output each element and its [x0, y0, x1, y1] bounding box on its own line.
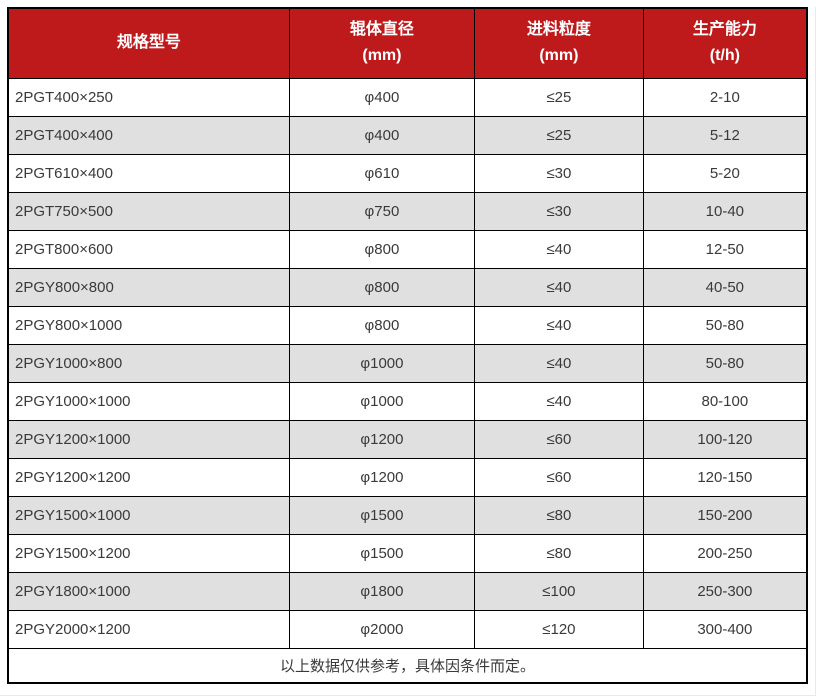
header-unit: (mm)	[362, 47, 402, 65]
header-unit: (t/h)	[709, 47, 740, 65]
feed-size-cell: ≤30	[474, 153, 644, 193]
roller-diameter-cell: φ1200	[288, 457, 476, 497]
model-cell: 2PGY800×1000	[7, 305, 290, 345]
roller-diameter-cell: φ1000	[288, 381, 476, 421]
feed-size-cell: ≤25	[474, 115, 644, 155]
table-row: 2PGY1200×1200 φ1200 ≤60 120-150	[7, 457, 808, 497]
model-cell: 2PGY1200×1200	[7, 457, 290, 497]
feed-size-cell: ≤120	[474, 609, 644, 649]
model-cell: 2PGT750×500	[7, 191, 290, 231]
table-row: 2PGY1800×1000 φ1800 ≤100 250-300	[7, 571, 808, 611]
capacity-cell: 300-400	[642, 609, 808, 649]
roller-diameter-cell: φ400	[288, 77, 476, 117]
capacity-cell: 150-200	[642, 495, 808, 535]
model-cell: 2PGY1800×1000	[7, 571, 290, 611]
spec-table: 规格型号 辊体直径 (mm) 进料粒度 (mm) 生产能力 (t/h) 2PGT…	[7, 7, 808, 684]
table-row: 2PGT750×500 φ750 ≤30 10-40	[7, 191, 808, 231]
roller-diameter-cell: φ800	[288, 267, 476, 307]
feed-size-cell: ≤30	[474, 191, 644, 231]
model-cell: 2PGT800×600	[7, 229, 290, 269]
capacity-cell: 250-300	[642, 571, 808, 611]
capacity-cell: 50-80	[642, 343, 808, 383]
capacity-cell: 40-50	[642, 267, 808, 307]
model-cell: 2PGY1500×1200	[7, 533, 290, 573]
model-cell: 2PGY1200×1000	[7, 419, 290, 459]
footnote-cell: 以上数据仅供参考，具体因条件而定。	[7, 647, 808, 684]
capacity-cell: 100-120	[642, 419, 808, 459]
roller-diameter-cell: φ1200	[288, 419, 476, 459]
table-row: 2PGT400×400 φ400 ≤25 5-12	[7, 115, 808, 155]
capacity-cell: 2-10	[642, 77, 808, 117]
model-cell: 2PGY1000×800	[7, 343, 290, 383]
capacity-cell: 5-20	[642, 153, 808, 193]
roller-diameter-cell: φ1000	[288, 343, 476, 383]
roller-diameter-cell: φ1500	[288, 533, 476, 573]
table-row: 2PGY1500×1000 φ1500 ≤80 150-200	[7, 495, 808, 535]
roller-diameter-cell: φ400	[288, 115, 476, 155]
header-label: 规格型号	[116, 34, 181, 52]
capacity-cell: 50-80	[642, 305, 808, 345]
roller-diameter-cell: φ750	[288, 191, 476, 231]
model-cell: 2PGT610×400	[7, 153, 290, 193]
model-cell: 2PGY2000×1200	[7, 609, 290, 649]
table-row: 2PGT400×250 φ400 ≤25 2-10	[7, 77, 808, 117]
roller-diameter-cell: φ800	[288, 305, 476, 345]
header-label: 进料粒度	[526, 20, 591, 38]
header-label: 辊体直径	[349, 20, 414, 38]
feed-size-cell: ≤60	[474, 419, 644, 459]
feed-size-cell: ≤60	[474, 457, 644, 497]
roller-diameter-cell: φ2000	[288, 609, 476, 649]
feed-size-cell: ≤25	[474, 77, 644, 117]
roller-diameter-cell: φ610	[288, 153, 476, 193]
table-row: 2PGT800×600 φ800 ≤40 12-50	[7, 229, 808, 269]
roller-diameter-cell: φ1800	[288, 571, 476, 611]
capacity-cell: 5-12	[642, 115, 808, 155]
table-row: 2PGY1500×1200 φ1500 ≤80 200-250	[7, 533, 808, 573]
feed-size-cell: ≤40	[474, 229, 644, 269]
table-body: 2PGT400×250 φ400 ≤25 2-10 2PGT400×400 φ400 ≤25…	[7, 77, 808, 649]
model-cell: 2PGY1000×1000	[7, 381, 290, 421]
table-row: 2PGY1000×1000 φ1000 ≤40 80-100	[7, 381, 808, 421]
page: 规格型号 辊体直径 (mm) 进料粒度 (mm) 生产能力 (t/h) 2PGT…	[0, 7, 816, 696]
table-row: 2PGY1200×1000 φ1200 ≤60 100-120	[7, 419, 808, 459]
header-unit: (mm)	[539, 47, 579, 65]
table-header-row: 规格型号 辊体直径 (mm) 进料粒度 (mm) 生产能力 (t/h)	[7, 7, 808, 79]
feed-size-cell: ≤80	[474, 495, 644, 535]
table-row: 2PGY2000×1200 φ2000 ≤120 300-400	[7, 609, 808, 649]
feed-size-cell: ≤80	[474, 533, 644, 573]
model-cell: 2PGT400×400	[7, 115, 290, 155]
header-cell-roller-diameter: 辊体直径 (mm)	[288, 7, 476, 79]
model-cell: 2PGY1500×1000	[7, 495, 290, 535]
table-row: 2PGY800×800 φ800 ≤40 40-50	[7, 267, 808, 307]
header-cell-feed-size: 进料粒度 (mm)	[474, 7, 644, 79]
model-cell: 2PGY800×800	[7, 267, 290, 307]
table-row: 2PGY1000×800 φ1000 ≤40 50-80	[7, 343, 808, 383]
feed-size-cell: ≤40	[474, 305, 644, 345]
roller-diameter-cell: φ1500	[288, 495, 476, 535]
model-cell: 2PGT400×250	[7, 77, 290, 117]
header-cell-model: 规格型号	[7, 7, 290, 79]
table-row: 2PGY800×1000 φ800 ≤40 50-80	[7, 305, 808, 345]
capacity-cell: 10-40	[642, 191, 808, 231]
table-row: 2PGT610×400 φ610 ≤30 5-20	[7, 153, 808, 193]
capacity-cell: 120-150	[642, 457, 808, 497]
roller-diameter-cell: φ800	[288, 229, 476, 269]
header-cell-capacity: 生产能力 (t/h)	[642, 7, 808, 79]
feed-size-cell: ≤40	[474, 381, 644, 421]
feed-size-cell: ≤100	[474, 571, 644, 611]
feed-size-cell: ≤40	[474, 267, 644, 307]
capacity-cell: 200-250	[642, 533, 808, 573]
feed-size-cell: ≤40	[474, 343, 644, 383]
header-label: 生产能力	[692, 20, 757, 38]
capacity-cell: 80-100	[642, 381, 808, 421]
capacity-cell: 12-50	[642, 229, 808, 269]
table-footnote-row: 以上数据仅供参考，具体因条件而定。	[7, 647, 808, 684]
